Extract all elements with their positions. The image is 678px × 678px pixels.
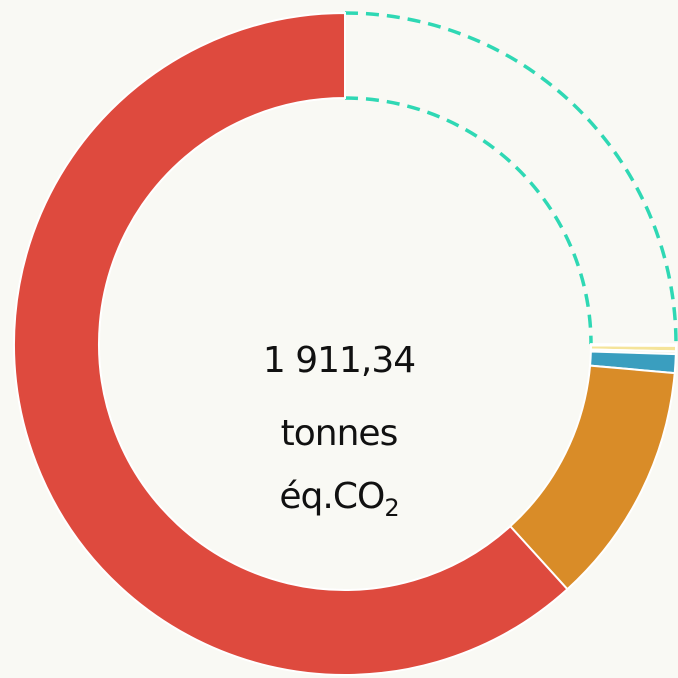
unit-label-co2: éq.CO2 — [189, 476, 489, 522]
slice-slice-f[interactable] — [13, 11, 569, 676]
unit-subscript: 2 — [384, 494, 399, 522]
total-value: 1 911,34 — [262, 340, 416, 381]
unit-prefix: éq.CO — [279, 476, 385, 517]
unit-label-tonnes: tonnes — [280, 413, 399, 454]
slice-remainder[interactable] — [344, 11, 678, 345]
